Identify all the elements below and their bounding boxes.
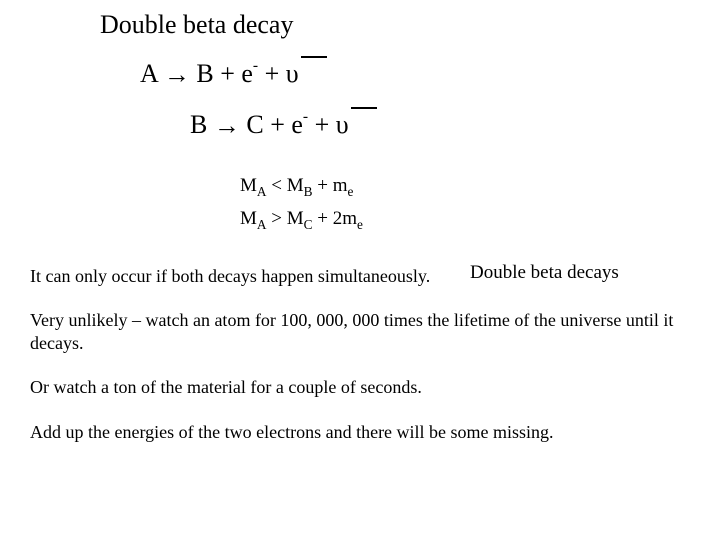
eq2-sup: - — [303, 108, 308, 125]
m2-e: e — [357, 217, 363, 232]
m2-plus: + 2m — [313, 208, 358, 229]
equation-1: A → B + e- + υ — [140, 58, 690, 89]
arrow-icon: → — [214, 110, 240, 141]
eq2-rhs-particle: C — [246, 110, 263, 139]
m1-A: A — [257, 184, 267, 199]
mass-conditions: MA < MB + me MA > MC + 2me — [240, 170, 690, 237]
eq1-plus1: + e — [214, 59, 253, 88]
eq1-plus2: + — [258, 59, 286, 88]
eq1-nu-bar: υ — [286, 59, 299, 89]
paragraph-4: Add up the energies of the two electrons… — [30, 421, 690, 444]
paragraph-2: Very unlikely – watch an atom for 100, 0… — [30, 309, 690, 354]
side-annotation: Double beta decays — [470, 262, 619, 284]
paragraph-3: Or watch a ton of the material for a cou… — [30, 376, 690, 399]
mass-line-2: MA > MC + 2me — [240, 203, 690, 236]
eq2-plus2: + — [308, 110, 336, 139]
mass-line-1: MA < MB + me — [240, 170, 690, 203]
slide: Double beta decay A → B + e- + υ B → C +… — [0, 0, 720, 540]
m2-gt: > M — [267, 208, 304, 229]
nu-icon: υ — [336, 110, 349, 139]
m1-plus: + m — [313, 175, 348, 196]
eq2-plus1: + e — [264, 110, 303, 139]
eq2-lhs: B — [190, 110, 207, 139]
slide-title: Double beta decay — [100, 10, 690, 40]
eq1-lhs: A — [140, 59, 157, 88]
equation-2: B → C + e- + υ — [190, 109, 690, 140]
arrow-icon: → — [164, 59, 190, 90]
m2-M: M — [240, 208, 257, 229]
m1-e: e — [348, 184, 354, 199]
eq1-rhs-particle: B — [196, 59, 213, 88]
m1-lt: < M — [267, 175, 304, 196]
eq2-nu-bar: υ — [336, 110, 349, 140]
eq1-sup: - — [253, 57, 258, 74]
m2-A: A — [257, 217, 267, 232]
m2-C: C — [304, 217, 313, 232]
nu-icon: υ — [286, 59, 299, 88]
m1-B: B — [304, 184, 313, 199]
m1-M: M — [240, 175, 257, 196]
